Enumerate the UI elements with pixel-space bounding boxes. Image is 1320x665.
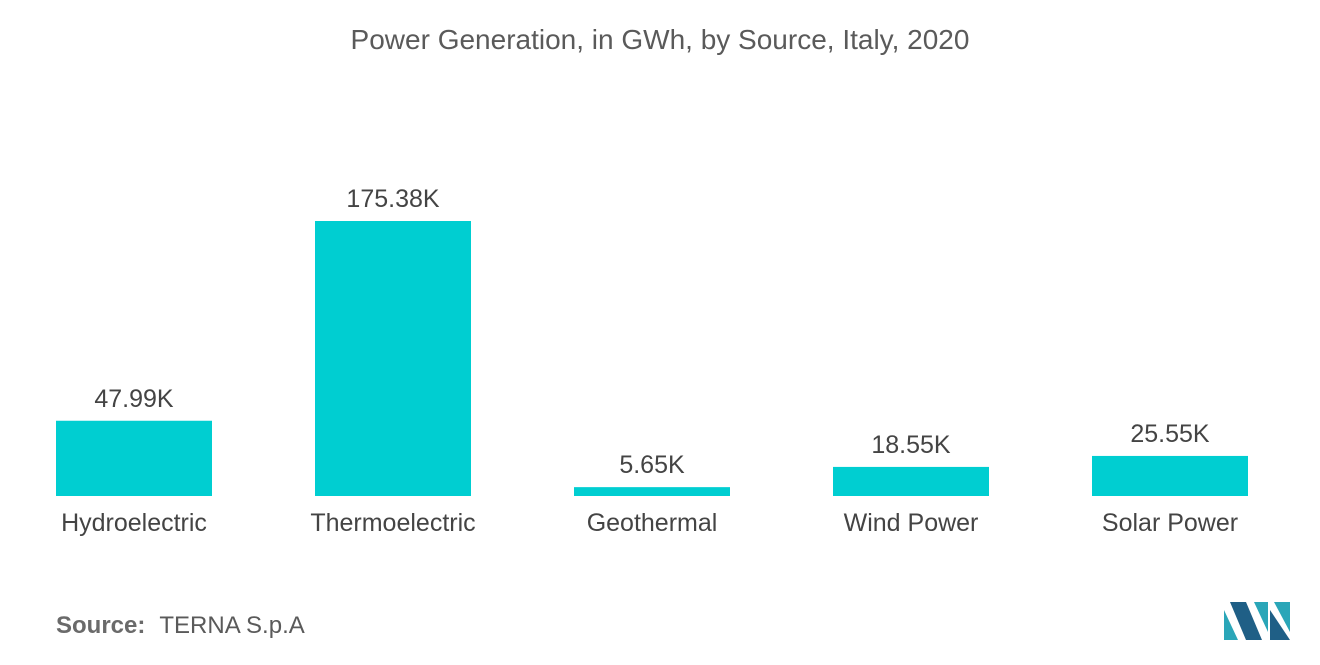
category-label: Hydroelectric xyxy=(61,509,207,537)
category-label: Wind Power xyxy=(844,509,979,537)
chart-title: Power Generation, in GWh, by Source, Ita… xyxy=(350,24,970,55)
data-label: 25.55K xyxy=(1130,420,1210,448)
data-label: 5.65K xyxy=(619,451,685,479)
source-value: TERNA S.p.A xyxy=(159,612,305,639)
bar-thermoelectric xyxy=(315,221,471,496)
source-label: Source: xyxy=(56,612,146,639)
bar-solar-power xyxy=(1092,455,1248,496)
bar-geothermal xyxy=(574,487,730,496)
bar-hydroelectric xyxy=(56,420,212,496)
data-label: 175.38K xyxy=(346,185,439,213)
category-label: Thermoelectric xyxy=(310,509,475,537)
data-label: 18.55K xyxy=(871,431,951,459)
category-label: Solar Power xyxy=(1102,509,1238,537)
category-label: Geothermal xyxy=(587,509,718,537)
bar-wind-power xyxy=(833,466,989,496)
source-line: Source: TERNA S.p.A xyxy=(56,612,305,640)
data-label: 47.99K xyxy=(94,385,174,413)
brand-logo-icon xyxy=(1224,602,1290,640)
